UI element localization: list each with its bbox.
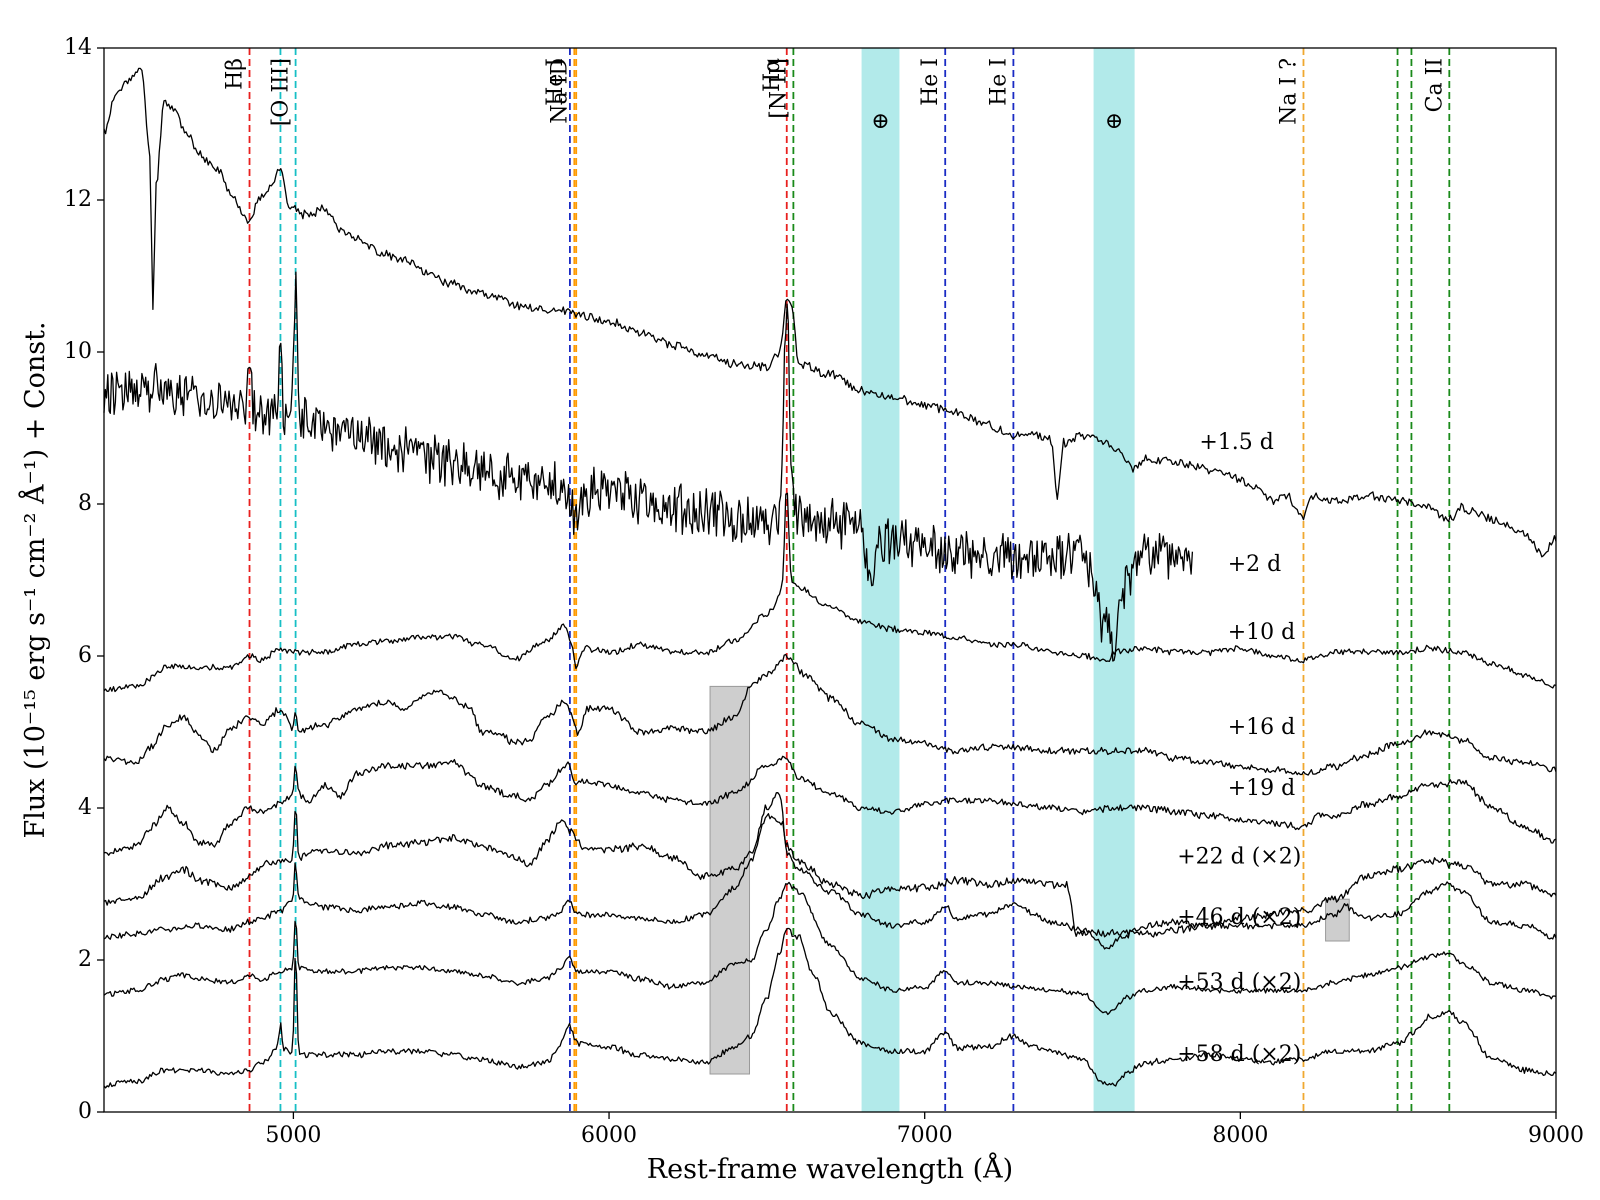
line-label-10: Na I ? xyxy=(1276,58,1301,125)
line-markers: Hβ [O III] He INa ID Hα[N II] He I He I Na I ?… xyxy=(223,48,1451,1112)
epoch-label-2: +10 d xyxy=(1228,620,1296,645)
plot-frame xyxy=(103,47,1557,1113)
x-tick-label-4: 9000 xyxy=(1528,1123,1584,1148)
spectrum-7 xyxy=(103,881,1557,1016)
line-label-6: Hα xyxy=(760,58,785,92)
spectrum-5 xyxy=(103,792,1557,938)
spectrum-1 xyxy=(103,271,1194,662)
spectrum-2 xyxy=(103,492,1557,693)
line-label-13: Ca II xyxy=(1422,58,1447,112)
y-axis-label: Flux (10⁻¹⁵ erg s⁻¹ cm⁻² Å⁻¹) + Const. xyxy=(18,321,51,838)
spectrum-0 xyxy=(103,67,1557,558)
grey-region-1 xyxy=(1325,898,1350,942)
spectra-series xyxy=(103,67,1557,1089)
line-label-3: He I xyxy=(543,58,568,106)
series-labels: +1.5 d +2 d +10 d +16 d +19 d +22 d (×2) +46 d… xyxy=(1177,430,1301,1067)
spectrum-3 xyxy=(103,653,1557,776)
epoch-label-1: +2 d xyxy=(1228,552,1282,577)
epoch-label-5: +22 d (×2) xyxy=(1177,844,1301,869)
y-tick-label-4: 8 xyxy=(78,491,92,516)
line-label-0: Hβ xyxy=(223,58,248,90)
telluric-symbol-1: ⊕ xyxy=(1105,109,1123,134)
y-tick-label-3: 6 xyxy=(78,643,92,668)
epoch-label-4: +19 d xyxy=(1228,776,1296,801)
line-label-7: [N II] xyxy=(766,58,791,119)
y-tick-label-2: 4 xyxy=(78,795,92,820)
x-tick-label-1: 6000 xyxy=(581,1123,637,1148)
telluric-symbol-0: ⊕ xyxy=(871,109,889,134)
spectrum-8 xyxy=(103,927,1557,1089)
y-tick-label-0: 0 xyxy=(78,1099,92,1124)
line-label-4: Na ID xyxy=(547,58,572,124)
x-axis-label: Rest-frame wavelength (Å) xyxy=(647,1152,1013,1185)
line-label-9: He I xyxy=(986,58,1011,106)
epoch-label-3: +16 d xyxy=(1228,715,1296,740)
telluric-band-1 xyxy=(1093,48,1135,1112)
line-label-8: He I xyxy=(918,58,943,106)
y-tick-label-5: 10 xyxy=(64,339,92,364)
x-tick-label-3: 8000 xyxy=(1212,1123,1268,1148)
axes: 5000 6000 7000 8000 9000 0 2 4 6 8 10 12 14 xyxy=(64,35,1584,1148)
y-tick-label-1: 2 xyxy=(78,947,92,972)
y-tick-label-6: 12 xyxy=(64,187,92,212)
y-tick-label-7: 14 xyxy=(64,35,92,60)
epoch-label-7: +53 d (×2) xyxy=(1177,970,1301,995)
spectrum-6 xyxy=(103,813,1557,950)
grey-region-0 xyxy=(709,685,751,1075)
shaded-regions: ⊕ ⊕ xyxy=(709,48,1350,1112)
x-tick-label-0: 5000 xyxy=(265,1123,321,1148)
epoch-label-0: +1.5 d xyxy=(1199,430,1274,455)
x-tick-label-2: 7000 xyxy=(897,1123,953,1148)
line-label-2: [O III] xyxy=(269,58,294,126)
epoch-label-8: +58 d (×2) xyxy=(1177,1042,1301,1067)
spectrum-4 xyxy=(103,755,1557,856)
epoch-label-6: +46 d (×2) xyxy=(1177,905,1301,930)
